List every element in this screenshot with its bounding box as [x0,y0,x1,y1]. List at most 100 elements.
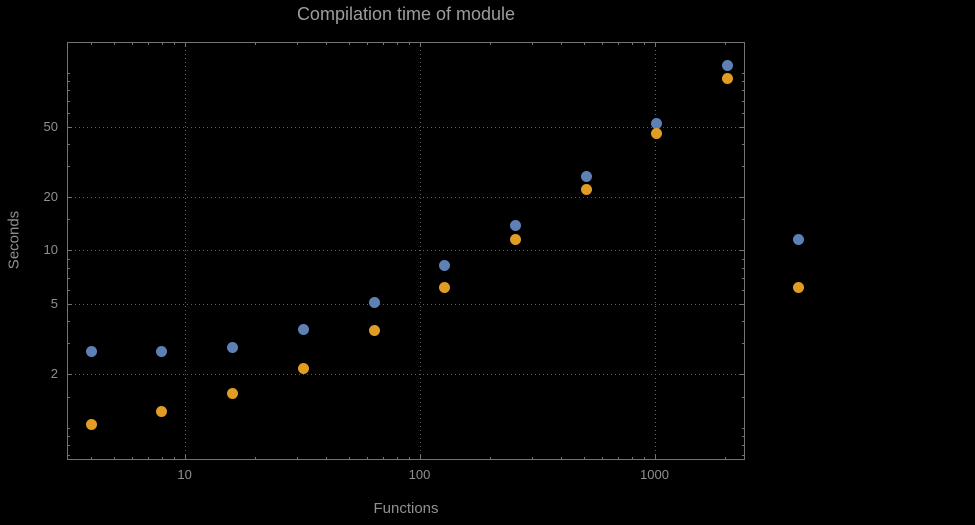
y-axis-label: Seconds [5,210,23,270]
x-minor-tick-mark [561,42,562,45]
y-minor-tick-mark [742,444,745,446]
y-minor-tick-mark [67,455,70,457]
x-minor-tick-mark [561,457,562,460]
y-tick-label: 10 [43,242,58,258]
data-point [439,260,451,272]
plot-area [67,42,804,460]
data-point [722,60,734,72]
x-minor-tick-mark [148,457,150,460]
y-minor-tick-mark [742,258,745,260]
data-point [297,363,309,375]
x-minor-tick-mark [132,457,134,460]
gridline-horizontal [67,303,745,305]
x-minor-tick-mark [367,457,369,460]
x-minor-tick-mark [631,42,633,45]
y-minor-tick-mark [742,73,745,75]
y-minor-tick-mark [67,73,70,75]
y-tick-label: 50 [43,118,58,134]
data-point [580,184,592,196]
x-minor-tick-mark [148,42,150,45]
x-tick-label: 1000 [640,467,669,482]
y-minor-tick-mark [742,100,745,102]
y-minor-tick-mark [67,143,70,145]
y-minor-tick-mark [67,267,70,269]
y-minor-tick-mark [742,396,745,398]
x-minor-tick-mark [583,457,585,460]
y-minor-tick-mark [742,343,745,345]
y-tick-mark [67,303,72,305]
x-minor-tick-mark [725,457,727,460]
data-point [156,405,168,417]
x-minor-tick-mark [631,457,633,460]
x-minor-tick-mark [296,457,298,460]
y-tick-mark [740,197,745,199]
x-minor-tick-mark [643,42,645,45]
x-minor-tick-mark [113,42,115,45]
y-tick-mark [740,126,745,128]
x-minor-tick-mark [490,42,492,45]
x-tick-mark [184,42,186,47]
y-minor-tick-mark [67,321,70,322]
gridline-horizontal [67,250,745,252]
data-point [156,345,168,357]
x-minor-tick-mark [255,42,257,45]
y-tick-label: 5 [50,295,58,311]
y-minor-tick-mark [67,444,70,446]
y-minor-tick-mark [67,435,70,437]
y-minor-tick-mark [67,165,70,167]
y-minor-tick-mark [742,165,745,167]
data-point [297,323,309,335]
x-minor-tick-mark [531,457,533,460]
data-point [651,127,663,139]
data-point [510,233,521,245]
x-minor-tick-mark [161,457,163,460]
x-minor-tick-mark [408,42,410,45]
data-point [227,341,238,353]
x-minor-tick-mark [326,457,327,460]
y-minor-tick-mark [67,289,70,291]
x-minor-tick-mark [91,457,93,460]
x-minor-tick-mark [173,42,175,45]
y-minor-tick-mark [742,81,745,83]
x-minor-tick-mark [490,457,492,460]
x-tick-label: 100 [408,467,431,482]
y-minor-tick-mark [742,267,745,269]
x-minor-tick-mark [531,42,533,45]
y-minor-tick-mark [742,112,745,114]
x-minor-tick-mark [383,457,385,460]
y-tick-mark [740,303,745,305]
x-minor-tick-mark [173,457,175,460]
y-minor-tick-mark [67,277,70,279]
y-tick-mark [67,126,72,128]
y-minor-tick-mark [742,277,745,279]
x-tick-mark [419,42,421,47]
x-minor-tick-mark [383,42,385,45]
data-point [85,345,97,357]
data-point [722,73,734,85]
x-tick-mark [184,455,186,460]
x-tick-label: 10 [177,467,192,482]
y-minor-tick-mark [742,143,745,145]
x-minor-tick-mark [408,457,410,460]
y-tick-mark [67,250,72,252]
x-minor-tick-mark [602,457,604,460]
data-point [792,234,804,246]
y-tick-mark [740,250,745,252]
x-minor-tick-mark [643,457,645,460]
x-minor-tick-mark [618,42,620,45]
x-minor-tick-mark [113,457,115,460]
gridline-horizontal [67,374,745,376]
x-minor-tick-mark [725,42,727,45]
x-minor-tick-mark [348,42,350,45]
y-minor-tick-mark [742,219,745,221]
y-minor-tick-mark [67,427,70,429]
data-point [580,171,592,183]
x-tick-mark [419,455,421,460]
y-minor-tick-mark [742,435,745,437]
x-minor-tick-mark [396,42,398,45]
x-minor-tick-mark [161,42,163,45]
x-minor-tick-mark [348,457,350,460]
data-point [368,296,380,308]
chart-title: Compilation time of module [296,4,516,24]
